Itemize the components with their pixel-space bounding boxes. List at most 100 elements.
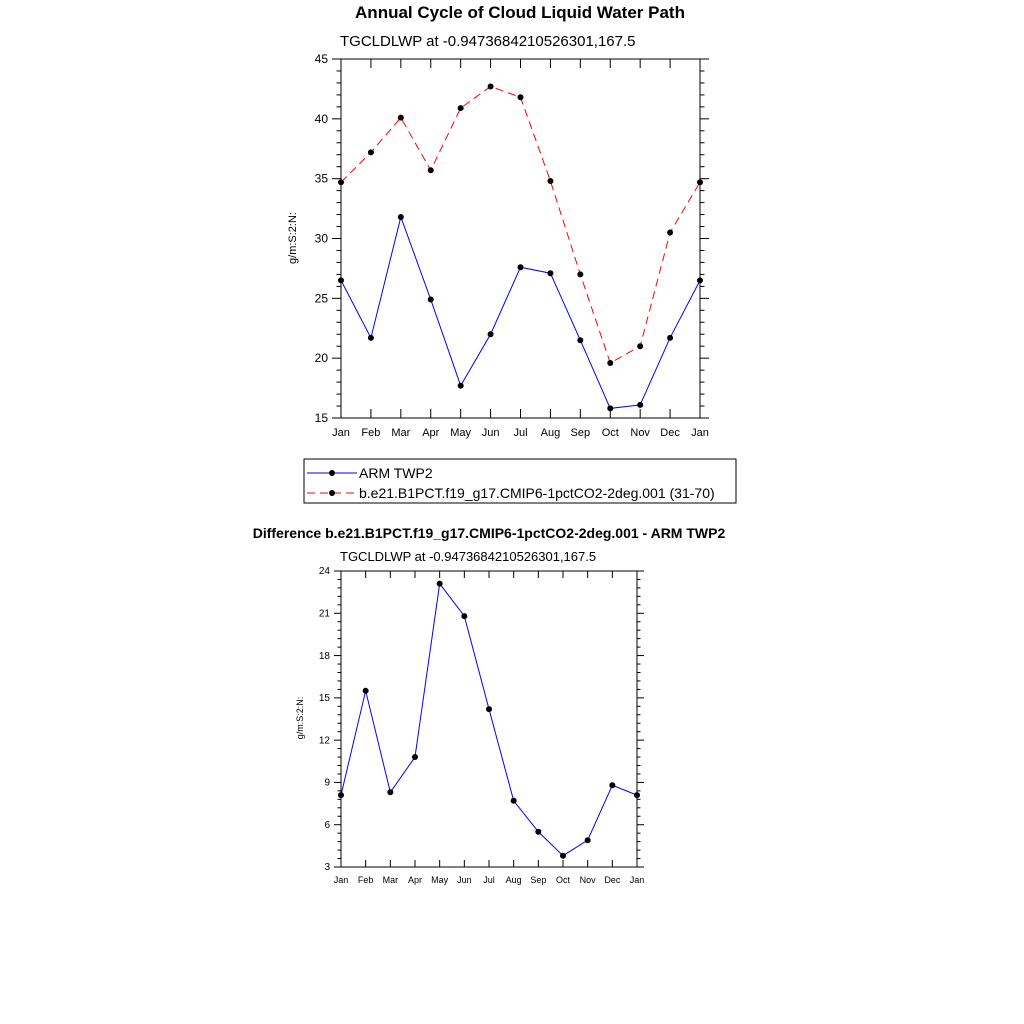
x-tick-label: Jan — [334, 875, 349, 885]
chart1-plot: Jan Feb Mar Apr May Jun Jul Aug Sep Oct Nov Dec Jan1… — [315, 52, 709, 439]
x-tick-label: Dec — [604, 875, 621, 885]
y-tick-label: 6 — [324, 820, 330, 831]
y-tick-label: 35 — [315, 172, 329, 186]
x-tick-label: Feb — [358, 875, 374, 885]
series-0-point — [457, 382, 464, 389]
x-tick-label: Sep — [571, 427, 591, 439]
series-line-1 — [340, 85, 701, 364]
series-0-point — [697, 277, 703, 284]
x-tick-label: Jan — [332, 427, 350, 439]
series-0-point — [517, 264, 524, 271]
series-1-point — [338, 179, 344, 186]
series-1-point — [607, 359, 614, 366]
series-1-point — [577, 271, 584, 278]
series-0-point — [607, 405, 614, 412]
y-tick-label: 20 — [315, 351, 329, 365]
chart1-ylabel: g/m:S:2:N: — [287, 212, 299, 264]
legend-label-model: b.e21.B1PCT.f19_g17.CMIP6-1pctCO2-2deg.0… — [359, 485, 715, 501]
series-0-point — [362, 687, 369, 694]
y-tick-label: 3 — [324, 862, 330, 873]
x-tick-label: Jul — [483, 875, 495, 885]
y-tick-label: 25 — [315, 291, 329, 305]
series-0-point — [560, 852, 566, 859]
x-tick-label: Aug — [541, 427, 561, 439]
legend-label-arm: ARM TWP2 — [359, 465, 433, 481]
series-1-point — [487, 83, 494, 90]
series-1-point — [427, 167, 434, 174]
series-0-point — [547, 270, 554, 277]
x-tick-label: Feb — [361, 427, 380, 439]
y-tick-label: 15 — [315, 411, 329, 425]
series-1-point — [517, 94, 524, 101]
series-0-point — [510, 797, 517, 804]
series-0-point — [397, 213, 404, 220]
series-0-point — [577, 337, 584, 344]
series-0-point — [634, 792, 640, 799]
y-tick-label: 12 — [319, 735, 331, 746]
series-1-point — [397, 114, 404, 121]
chart2-plot: Jan Feb Mar Apr May Jun Jul Aug Sep Oct Nov Dec Jan 3… — [319, 566, 644, 885]
series-0-point — [387, 789, 394, 796]
x-tick-label: May — [431, 875, 449, 885]
legend-box — [303, 458, 737, 504]
y-tick-label: 18 — [319, 651, 331, 662]
series-0-point — [436, 580, 443, 587]
chart2-title: Difference b.e21.B1PCT.f19_g17.CMIP6-1pc… — [253, 525, 726, 541]
series-0-point — [461, 613, 468, 620]
y-tick-label: 30 — [315, 231, 329, 245]
legend-marker-model — [329, 490, 335, 496]
series-1-point — [667, 229, 674, 236]
x-tick-label: Apr — [408, 875, 422, 885]
series-0-point — [637, 401, 644, 408]
x-tick-label: Jan — [630, 875, 645, 885]
x-tick-label: Nov — [630, 427, 650, 439]
series-0-point — [487, 331, 494, 338]
series-1-point — [547, 178, 554, 185]
series-line-0 — [340, 582, 638, 857]
y-tick-label: 15 — [319, 693, 331, 704]
series-1-point — [697, 179, 703, 186]
x-tick-label: Mar — [391, 427, 410, 439]
series-0-point — [367, 334, 374, 341]
series-1-point — [367, 149, 374, 156]
chart2-subtitle: TGCLDLWP at -0.9473684210526301,167.5 — [340, 549, 596, 564]
x-tick-label: Oct — [556, 875, 571, 885]
x-tick-label: Oct — [602, 427, 619, 439]
y-tick-label: 24 — [319, 566, 331, 577]
series-0-point — [584, 837, 591, 844]
x-tick-label: Dec — [660, 427, 680, 439]
series-0-point — [338, 792, 344, 799]
x-tick-label: Aug — [506, 875, 522, 885]
plot-frame — [340, 58, 701, 419]
y-tick-label: 21 — [319, 609, 331, 620]
series-0-point — [667, 334, 674, 341]
x-tick-label: Jul — [513, 427, 527, 439]
y-tick-label: 45 — [315, 52, 329, 66]
chart1-title: Annual Cycle of Cloud Liquid Water Path — [355, 3, 685, 22]
plot-frame — [340, 570, 638, 868]
x-tick-label: Jan — [691, 427, 709, 439]
series-0-point — [427, 296, 434, 303]
x-tick-label: Sep — [530, 875, 546, 885]
chart2-ylabel: g/m:S:2:N: — [295, 697, 305, 740]
x-tick-label: Jun — [482, 427, 500, 439]
x-tick-label: May — [450, 427, 471, 439]
series-0-point — [609, 782, 616, 789]
series-0-point — [535, 828, 542, 835]
series-0-point — [486, 706, 492, 713]
y-tick-label: 9 — [324, 778, 330, 789]
series-line-0 — [340, 215, 701, 409]
legend-marker-arm — [329, 470, 335, 476]
series-0-point — [412, 754, 418, 761]
series-1-point — [637, 343, 644, 350]
x-tick-label: Jun — [457, 875, 472, 885]
x-tick-label: Nov — [580, 875, 597, 885]
series-0-point — [338, 277, 344, 284]
x-tick-label: Apr — [422, 427, 439, 439]
chart1-legend: ARM TWP2 b.e21.B1PCT.f19_g17.CMIP6-1pctC… — [303, 458, 737, 504]
series-1-point — [457, 105, 464, 112]
x-tick-label: Mar — [383, 875, 399, 885]
y-tick-label: 40 — [315, 112, 329, 126]
chart1-subtitle: TGCLDLWP at -0.9473684210526301,167.5 — [340, 33, 636, 50]
